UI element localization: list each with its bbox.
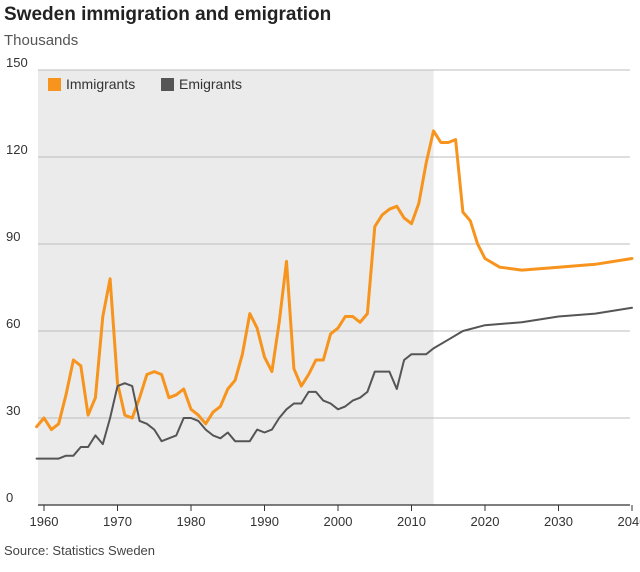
x-tick-label-2030: 2030 (544, 514, 573, 529)
x-tick-label-1990: 1990 (250, 514, 279, 529)
y-tick-label-90: 90 (6, 229, 20, 244)
chart-title: Sweden immigration and emigration (4, 4, 332, 25)
series-lines (35, 129, 634, 460)
y-tick-label-150: 150 (6, 55, 28, 70)
x-tick-label-2020: 2020 (471, 514, 500, 529)
y-axis-tick-labels: 0 30 60 90 120 150 (6, 55, 28, 505)
source-note: Source: Statistics Sweden (4, 543, 156, 558)
y-tick-label-0: 0 (6, 490, 13, 505)
series-line-emigrants (35, 306, 633, 460)
y-tick-label-60: 60 (6, 316, 20, 331)
historical-shaded-region (38, 70, 434, 505)
legend-swatch-emigrants (161, 78, 174, 91)
x-axis: 1960 1970 1980 1990 2000 2010 2020 2030 2040 (30, 504, 640, 529)
legend: Immigrants Emigrants (48, 76, 242, 92)
legend-label-immigrants: Immigrants (66, 76, 135, 92)
y-tick-label-120: 120 (6, 142, 28, 157)
chart-subtitle: Thousands (4, 32, 79, 49)
x-tick-label-1960: 1960 (30, 514, 59, 529)
x-tick-label-2040: 2040 (618, 514, 640, 529)
historical-shade-rect (38, 70, 434, 505)
x-tick-label-1970: 1970 (103, 514, 132, 529)
gridlines (38, 69, 630, 419)
legend-label-emigrants: Emigrants (179, 76, 242, 92)
x-tick-label-1980: 1980 (177, 514, 206, 529)
legend-swatch-immigrants (48, 78, 61, 91)
x-tick-label-2000: 2000 (324, 514, 353, 529)
y-tick-label-30: 30 (6, 403, 20, 418)
x-tick-label-2010: 2010 (397, 514, 426, 529)
series-line-immigrants (35, 129, 634, 432)
